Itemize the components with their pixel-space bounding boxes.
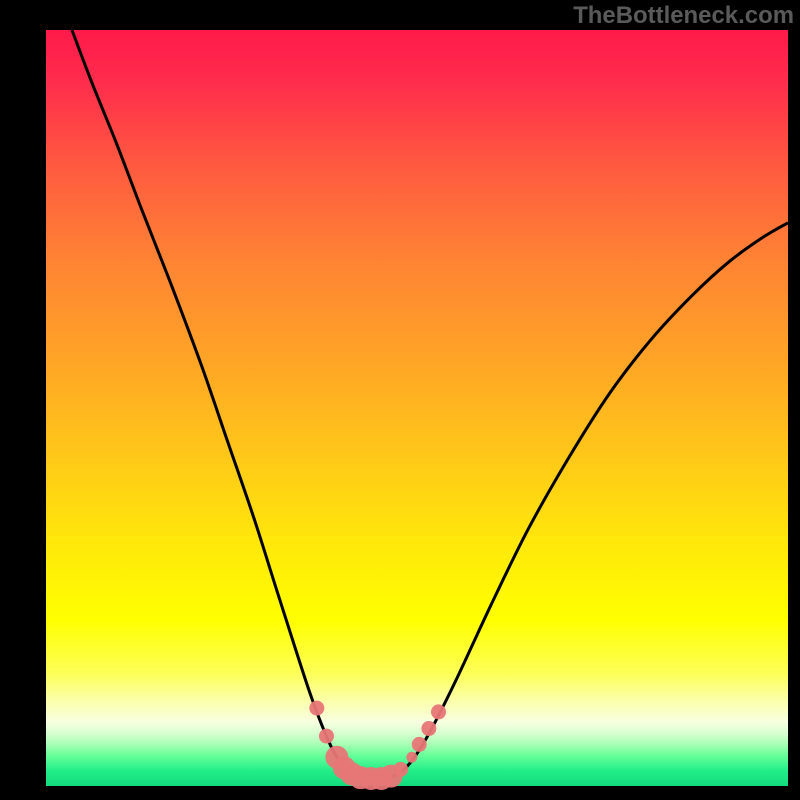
marker-point bbox=[432, 705, 446, 719]
marker-point bbox=[394, 762, 408, 776]
marker-point bbox=[407, 752, 417, 762]
marker-point bbox=[319, 729, 333, 743]
marker-point bbox=[422, 722, 436, 736]
bottleneck-curve-plot bbox=[0, 0, 800, 800]
plot-background bbox=[46, 30, 788, 786]
marker-point bbox=[310, 701, 324, 715]
figure-root: TheBottleneck.com bbox=[0, 0, 800, 800]
watermark-text: TheBottleneck.com bbox=[573, 2, 794, 30]
marker-point bbox=[412, 737, 426, 751]
